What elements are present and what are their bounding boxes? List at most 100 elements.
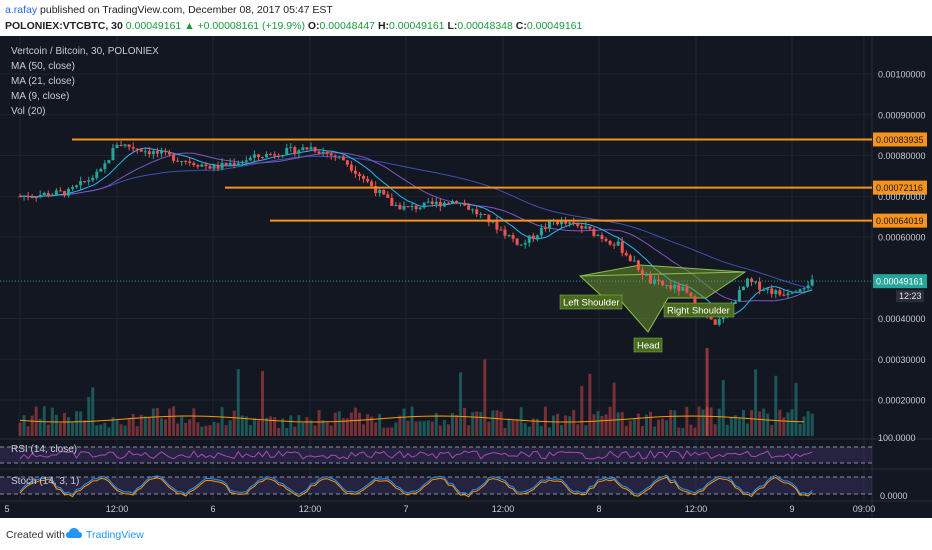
volume-bar (467, 425, 471, 436)
candle-body (75, 185, 79, 188)
countdown-label: 12:23 (899, 291, 922, 301)
rsi-legend[interactable]: RSI (14, close) (11, 444, 78, 455)
candle-body (95, 171, 99, 178)
volume-bar (556, 413, 560, 436)
candle-body (794, 291, 798, 293)
chart-area[interactable]: 0.00083935 0.00072116 0.00064019 0.00049161… (0, 36, 932, 518)
candle-body (600, 235, 604, 239)
volume-bar (657, 419, 661, 436)
volume-bar (244, 416, 248, 436)
volume-bar (422, 421, 426, 436)
publish-header: a.rafay published on TradingView.com, De… (0, 0, 932, 36)
candle-body (434, 201, 438, 204)
volume-bar (434, 412, 438, 436)
annotation-label: Right Shoulder (667, 306, 730, 317)
candle-body (568, 222, 572, 224)
candle-body (390, 197, 394, 206)
volume-bar (754, 369, 758, 436)
volume-bar (491, 410, 495, 436)
volume-bar (188, 419, 192, 436)
candle-body (790, 292, 794, 294)
volume-bar (273, 417, 277, 436)
candle-body (297, 150, 301, 154)
volume-bar (224, 425, 228, 436)
volume-bar (580, 385, 584, 436)
volume-bar (564, 415, 568, 436)
volume-bar (317, 410, 321, 436)
volume-bar (99, 424, 103, 436)
author-link[interactable]: a.rafay (5, 4, 38, 16)
stoch-legend[interactable]: Stoch (14, 3, 1) (11, 476, 80, 487)
ma50-line (19, 155, 813, 289)
candle-body (151, 151, 155, 155)
rsi-line (19, 450, 813, 460)
candle-body (612, 244, 616, 246)
volume-bar (762, 408, 766, 436)
volume-bar (115, 420, 119, 436)
volume-bar (370, 416, 374, 436)
price-tick-label: 0.00080000 (878, 151, 926, 161)
chart-canvas[interactable]: 0.00083935 0.00072116 0.00064019 0.00049161… (0, 36, 932, 518)
legend-ma50[interactable]: MA (50, close) (11, 61, 75, 72)
volume-bar (390, 427, 394, 436)
volume-bar (252, 418, 256, 436)
volume-bar (176, 423, 180, 436)
tradingview-link[interactable]: TradingView (86, 529, 144, 541)
volume-bar (523, 423, 527, 436)
volume-bar (321, 420, 325, 436)
volume-bar (459, 372, 463, 436)
candle-body (147, 151, 151, 155)
volume-bar (180, 416, 184, 436)
volume-bar (640, 426, 644, 436)
volume-bar (446, 424, 450, 436)
close-value: 0.00049161 (526, 20, 583, 32)
candle-body (216, 165, 220, 169)
volume-bars (18, 348, 814, 436)
volume-bar (75, 411, 79, 436)
candle-body (305, 147, 309, 150)
volume-bar (42, 406, 46, 436)
candle-body (624, 252, 628, 256)
volume-bar (293, 426, 297, 436)
volume-bar (588, 373, 592, 436)
high-value: 0.00049161 (389, 20, 445, 32)
volume-bar (172, 406, 176, 436)
level-tag (873, 180, 927, 195)
candle-body (370, 181, 374, 187)
candle-body (127, 144, 131, 147)
candle-body (374, 186, 378, 194)
volume-bar (685, 406, 689, 436)
volume-bar (281, 418, 285, 436)
candle-body (301, 147, 305, 151)
volume-bar (147, 417, 151, 436)
volume-bar (442, 420, 446, 436)
volume-bar (770, 425, 774, 436)
volume-bar (697, 406, 701, 436)
volume-bar (232, 410, 236, 436)
candle-body (487, 214, 491, 223)
symbol-ohlc-line: POLONIEX:VTCBTC, 30 0.00049161 ▲ +0.0000… (5, 20, 582, 32)
time-tick-label: 5 (4, 504, 9, 514)
legend-vol[interactable]: Vol (20) (11, 106, 46, 117)
candle-body (596, 235, 600, 237)
volume-bar (721, 380, 725, 436)
volume-bar (38, 418, 42, 436)
volume-bar (535, 418, 539, 436)
volume-bar (531, 418, 535, 436)
volume-bar (220, 407, 224, 436)
legend-ma21[interactable]: MA (21, close) (11, 76, 75, 87)
volume-bar (155, 407, 159, 436)
annotation-label: Head (637, 341, 660, 352)
volume-bar (164, 419, 167, 436)
volume-bar (366, 414, 370, 436)
time-axis: 5 12:00 6 12:00 7 12:00 8 12:00 9 09:00 (4, 504, 875, 514)
legend-ma9[interactable]: MA (9, close) (11, 91, 70, 102)
footer: Created with TradingView (0, 518, 932, 550)
candle-body (58, 190, 62, 192)
candle-body (778, 290, 782, 295)
volume-bar (701, 409, 705, 436)
volume-bar (87, 396, 91, 436)
candle-body (685, 286, 689, 293)
candles (18, 141, 814, 327)
candle-body (418, 207, 422, 210)
